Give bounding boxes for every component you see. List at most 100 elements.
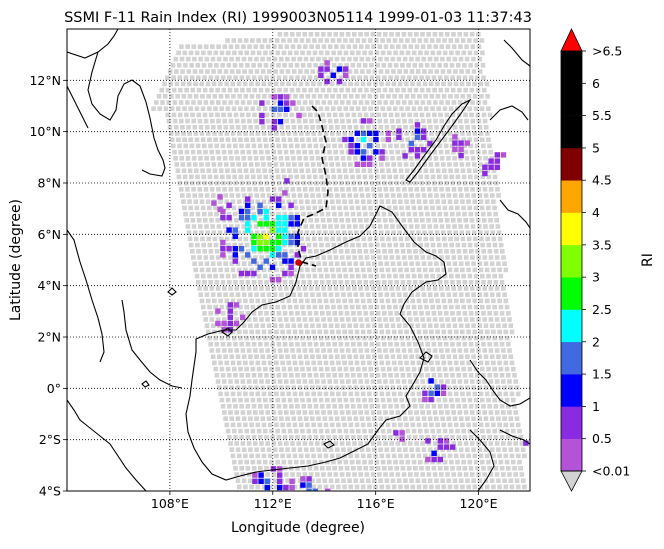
swath-pixel xyxy=(285,230,291,235)
swath-pixel xyxy=(292,199,298,204)
rain-pixel xyxy=(269,221,276,227)
swath-pixel xyxy=(422,199,428,204)
swath-pixel xyxy=(465,354,470,359)
swath-pixel xyxy=(420,32,425,37)
swath-pixel xyxy=(332,404,337,409)
swath-pixel xyxy=(506,311,511,316)
swath-pixel xyxy=(302,379,308,384)
swath-pixel xyxy=(370,441,376,446)
swath-pixel xyxy=(192,69,198,74)
swath-pixel xyxy=(200,205,206,211)
swath-pixel xyxy=(486,205,491,211)
swath-pixel xyxy=(467,106,472,111)
swath-pixel xyxy=(294,304,299,310)
swath-pixel xyxy=(427,354,433,359)
swath-pixel xyxy=(372,69,378,74)
swath-pixel xyxy=(461,335,466,341)
rain-pixel xyxy=(425,438,431,444)
swath-pixel xyxy=(264,373,269,378)
swath-pixel xyxy=(342,94,348,99)
swath-pixel xyxy=(246,112,251,118)
swath-pixel xyxy=(214,75,220,80)
swath-pixel xyxy=(410,422,416,428)
swath-pixel xyxy=(359,385,365,390)
swath-pixel xyxy=(214,280,220,285)
swath-pixel xyxy=(451,317,456,322)
swath-pixel xyxy=(347,354,352,359)
swath-pixel xyxy=(204,224,209,229)
swath-pixel xyxy=(441,94,447,99)
swath-pixel xyxy=(173,56,179,62)
swath-pixel xyxy=(377,472,382,477)
swath-pixel xyxy=(241,416,247,421)
swath-pixel xyxy=(216,100,221,105)
swath-pixel xyxy=(342,131,347,136)
swath-pixel xyxy=(275,50,281,56)
swath-pixel xyxy=(302,187,308,192)
rain-pixel xyxy=(324,78,330,85)
swath-pixel xyxy=(236,81,242,87)
swath-pixel xyxy=(358,379,363,384)
swath-pixel xyxy=(412,63,418,68)
swath-pixel xyxy=(429,329,434,335)
swath-pixel xyxy=(321,379,326,384)
swath-pixel xyxy=(430,242,436,248)
swath-pixel xyxy=(323,360,329,366)
swath-pixel xyxy=(400,311,406,316)
swath-pixel xyxy=(391,453,397,459)
swath-pixel xyxy=(288,174,293,180)
swath-pixel xyxy=(352,472,357,477)
swath-pixel xyxy=(328,125,334,130)
swath-pixel xyxy=(311,422,316,428)
swath-pixel xyxy=(369,75,375,80)
swath-pixel xyxy=(383,317,388,322)
swath-pixel xyxy=(191,156,197,161)
swath-pixel xyxy=(465,193,470,198)
swath-pixel xyxy=(258,435,263,440)
swath-pixel xyxy=(213,335,218,341)
swath-pixel xyxy=(468,435,474,440)
swath-pixel xyxy=(466,168,472,173)
swath-pixel xyxy=(374,366,380,372)
rain-pixel xyxy=(443,444,450,450)
swath-pixel xyxy=(292,131,298,136)
swath-pixel xyxy=(478,360,484,366)
swath-pixel xyxy=(417,236,422,242)
swath-pixel xyxy=(291,323,297,328)
rain-pixel xyxy=(336,66,343,72)
swath-pixel xyxy=(457,410,463,415)
swath-pixel xyxy=(426,348,432,353)
swath-pixel xyxy=(256,106,262,111)
swath-pixel xyxy=(334,224,339,229)
swath-pixel xyxy=(174,162,179,167)
swath-pixel xyxy=(192,56,197,62)
swath-pixel xyxy=(367,329,372,335)
swath-pixel xyxy=(392,38,398,43)
swath-pixel xyxy=(180,69,185,74)
swath-pixel xyxy=(421,478,427,483)
swath-pixel xyxy=(391,298,397,304)
swath-pixel xyxy=(422,230,427,235)
swath-pixel xyxy=(503,298,509,304)
swath-pixel xyxy=(323,131,329,136)
swath-pixel xyxy=(226,63,232,68)
swath-pixel xyxy=(348,199,354,204)
swath-pixel xyxy=(341,162,347,167)
swath-pixel xyxy=(343,397,349,403)
swath-pixel xyxy=(435,168,441,173)
swath-pixel xyxy=(282,63,287,68)
swath-pixel xyxy=(369,342,375,347)
swath-pixel xyxy=(339,472,345,477)
swath-pixel xyxy=(243,267,248,273)
rain-pixel xyxy=(300,482,306,488)
swath-pixel xyxy=(297,323,303,328)
swath-pixel xyxy=(290,410,295,415)
y-tick-label: 0° xyxy=(47,381,61,396)
swath-pixel xyxy=(310,416,315,421)
swath-pixel xyxy=(275,106,280,111)
swath-pixel xyxy=(374,38,379,43)
swath-pixel xyxy=(437,280,443,285)
swath-pixel xyxy=(515,453,521,459)
swath-pixel xyxy=(224,360,230,366)
swath-pixel xyxy=(225,38,230,43)
